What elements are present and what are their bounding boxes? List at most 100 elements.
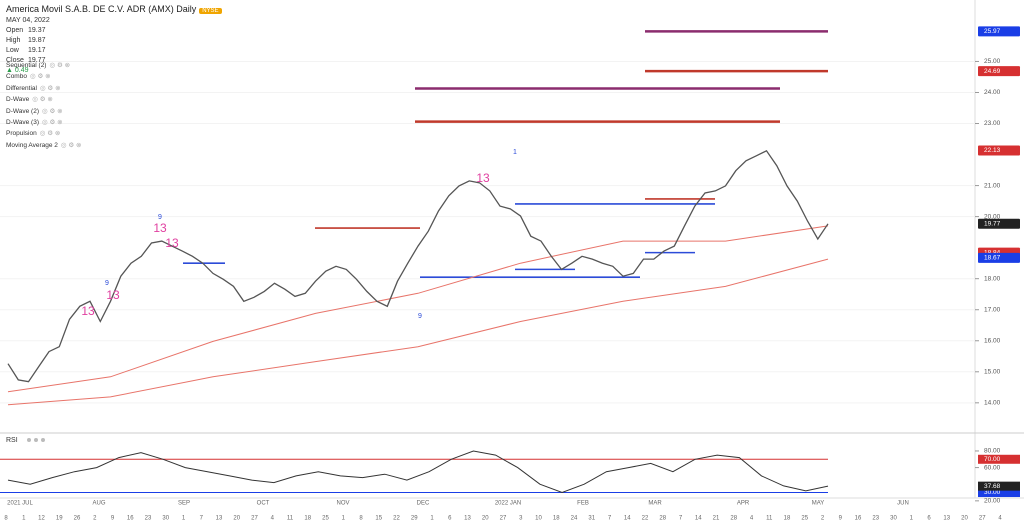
day-label: 27 (979, 516, 986, 522)
moving-average (7, 258, 829, 406)
price-label: 25.97 (984, 28, 1001, 35)
indicator[interactable]: Combo ◎ ⚙ ⊗ (6, 71, 81, 82)
change: ▲ 0.49 (6, 67, 29, 74)
price-axis-bg (975, 0, 1024, 529)
day-label: 12 (38, 516, 45, 522)
ohlc-label: Low (6, 47, 19, 54)
day-label: 25 (801, 516, 808, 522)
day-label: 1 (910, 516, 914, 522)
indicator-name: Moving Average 2 (6, 141, 58, 149)
day-label: 20 (233, 516, 240, 522)
day-label: 15 (375, 516, 382, 522)
ohlc-label: Close (6, 57, 24, 64)
day-label: 27 (500, 516, 507, 522)
month-label: 2022 JAN (495, 501, 521, 507)
y-tick-label: 16.00 (984, 337, 1001, 344)
y-tick-label: 80.00 (984, 448, 1001, 455)
day-label: 22 (393, 516, 400, 522)
y-tick-label: 14.00 (984, 400, 1001, 407)
annotation: 13 (476, 171, 490, 185)
price-label: 19.77 (984, 220, 1001, 227)
rsi-current-label: 37.68 (984, 483, 1001, 490)
day-label: 13 (216, 516, 223, 522)
price-label: 22.13 (984, 147, 1001, 154)
indicator-list: Sequential (2) ◎ ⚙ ⊗ Combo ◎ ⚙ ⊗ Differentia… (6, 60, 81, 151)
month-label: OCT (257, 501, 270, 507)
symbol-title: America Movil S.A.B. DE C.V. ADR (AMX) D… (6, 4, 197, 14)
price-label-box (978, 145, 1020, 156)
day-label: 2 (93, 516, 97, 522)
annotation: 1 (513, 149, 517, 156)
month-label: JUN (897, 501, 909, 507)
ohlc-label: Open (6, 27, 24, 34)
day-label: 2 (821, 516, 825, 522)
ohlc-value: 19.87 (28, 37, 46, 44)
day-label: 14 (695, 516, 702, 522)
month-label: APR (737, 501, 750, 507)
ohlc-row: Low 19.17 (6, 46, 222, 56)
day-label: 4 (750, 516, 754, 522)
indicator[interactable]: Differential ◎ ⚙ ⊗ (6, 83, 81, 94)
y-tick-label: 24.00 (984, 89, 1001, 96)
day-label: 7 (679, 516, 683, 522)
y-tick-label: 15.00 (984, 369, 1001, 376)
rsi-title: RSI (6, 437, 18, 444)
y-tick-label: 23.00 (984, 120, 1001, 127)
day-label: 8 (359, 516, 363, 522)
day-label: 19 (56, 516, 63, 522)
y-tick-label: 25.00 (984, 58, 1001, 65)
day-label: 29 (411, 516, 418, 522)
day-label: 22 (642, 516, 649, 522)
y-tick-label: 21.00 (984, 182, 1001, 189)
close-line (7, 149, 829, 383)
annotation: 13 (165, 236, 179, 250)
ohlc-row: High 19.87 (6, 36, 222, 46)
indicator[interactable]: D-Wave ◎ ⚙ ⊗ (6, 94, 81, 105)
day-label: 23 (145, 516, 152, 522)
exchange-badge[interactable]: NYSE (199, 8, 222, 14)
day-label: 30 (162, 516, 169, 522)
indicator-name: Propulsion (6, 130, 37, 138)
y-tick-label: 18.00 (984, 275, 1001, 282)
day-label: 13 (464, 516, 471, 522)
indicator[interactable]: D-Wave (3) ◎ ⚙ ⊗ (6, 117, 81, 128)
day-label: 11 (287, 516, 294, 522)
price-label: 18.84 (984, 249, 1001, 256)
rsi-level-label: 30.00 (984, 489, 1001, 496)
rsi-level-box (978, 454, 1020, 464)
price-label: 18.67 (984, 255, 1001, 262)
moving-average (7, 225, 829, 393)
y-tick-label: 20.00 (984, 498, 1001, 505)
indicator[interactable]: D-Wave (2) ◎ ⚙ ⊗ (6, 106, 81, 117)
indicator-icons: ◎ ⚙ ⊗ (29, 73, 51, 81)
day-label: 4 (998, 516, 1002, 522)
month-label: FEB (577, 501, 589, 507)
day-label: 4 (271, 516, 275, 522)
indicator-name: Sequential (2) (6, 62, 47, 69)
day-label: 9 (111, 516, 115, 522)
ohlc-label: High (6, 37, 21, 44)
day-label: 7 (608, 516, 612, 522)
month-label: MAR (648, 501, 662, 507)
indicator[interactable]: Sequential (2) ◎ ⚙ ⊗ (6, 60, 81, 71)
day-label: 18 (784, 516, 791, 522)
day-label: 20 (961, 516, 968, 522)
day-label: 26 (74, 516, 81, 522)
annotation: 13 (153, 221, 167, 235)
day-label: 16 (127, 516, 134, 522)
day-label: 6 (927, 516, 931, 522)
indicator[interactable]: Moving Average 2 ◎ ⚙ ⊗ (6, 140, 81, 151)
indicator[interactable]: Propulsion ◎ ⚙ ⊗ (6, 128, 81, 139)
rsi-line (7, 450, 829, 494)
price-label: 24.69 (984, 68, 1001, 75)
indicator-icons: ◎ ⚙ ⊗ (39, 130, 61, 138)
indicator-name: Differential (6, 84, 37, 92)
indicator-name: D-Wave (6, 96, 30, 104)
day-label: 3 (519, 516, 523, 522)
price-label-box (978, 66, 1020, 77)
day-label: 16 (855, 516, 862, 522)
indicator-icons: ◎ ⚙ ⊗ (41, 107, 63, 115)
rsi-level-box (978, 488, 1020, 498)
day-label: 10 (535, 516, 542, 522)
